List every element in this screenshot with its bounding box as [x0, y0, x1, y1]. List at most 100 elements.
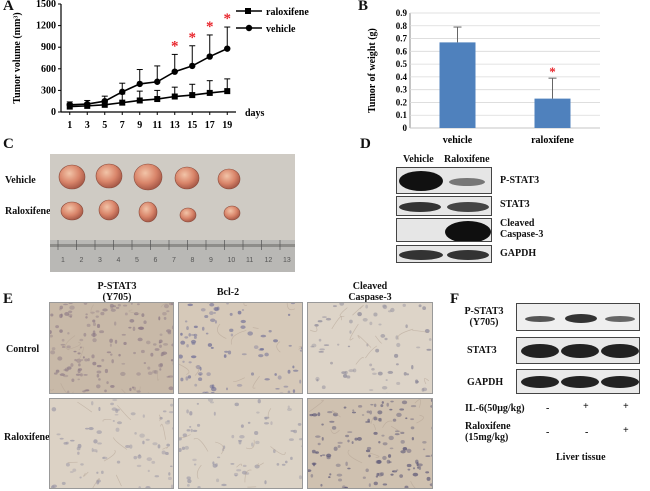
ihc-control-pstat3 — [49, 302, 174, 394]
point-vehicle — [224, 45, 231, 52]
cell-nucleus — [385, 379, 388, 381]
cell-nucleus — [254, 430, 259, 435]
cell-nucleus — [188, 361, 192, 364]
cell-nucleus — [117, 303, 121, 307]
cell-nucleus — [347, 431, 353, 434]
cell-nucleus — [317, 442, 321, 446]
cell-nucleus — [187, 375, 192, 379]
cell-nucleus — [319, 348, 325, 351]
tissue-fiber — [157, 370, 160, 381]
cell-nucleus — [79, 476, 82, 479]
blot-label-cleaved-caspase: Cleaved Caspase-3 — [500, 218, 544, 240]
cell-nucleus — [396, 469, 399, 471]
cell-nucleus — [50, 330, 52, 335]
cell-nucleus — [373, 312, 378, 317]
cell-nucleus — [344, 486, 348, 488]
cell-nucleus — [65, 441, 69, 445]
tissue-fiber — [77, 401, 93, 413]
y-tick-label: 0.5 — [396, 59, 408, 69]
cell-nucleus — [213, 307, 218, 311]
cell-nucleus — [180, 340, 186, 345]
cell-nucleus — [417, 463, 423, 467]
cell-nucleus — [129, 488, 132, 489]
cell-nucleus — [179, 447, 182, 452]
cell-nucleus — [297, 423, 302, 426]
cell-nucleus — [369, 363, 373, 367]
cell-nucleus — [186, 409, 189, 414]
cell-nucleus — [370, 403, 374, 406]
x-tick-label: 9 — [137, 120, 142, 131]
cell-nucleus — [321, 423, 324, 426]
cell-nucleus — [402, 447, 408, 451]
cell-nucleus — [78, 363, 81, 367]
x-tick-label: 3 — [85, 120, 90, 131]
cell-nucleus — [229, 312, 233, 316]
cell-nucleus — [410, 426, 415, 430]
cell-nucleus — [257, 399, 261, 404]
cell-nucleus — [187, 479, 192, 484]
cell-nucleus — [210, 346, 214, 349]
cell-nucleus — [68, 310, 73, 313]
tissue-fiber — [160, 423, 166, 440]
cell-nucleus — [242, 464, 247, 468]
cell-nucleus — [270, 421, 273, 426]
cell-nucleus — [259, 348, 265, 351]
cell-nucleus — [91, 401, 94, 406]
tissue-fiber — [397, 328, 414, 340]
cell-nucleus — [381, 401, 384, 404]
cell-nucleus — [320, 454, 323, 457]
cell-nucleus — [132, 326, 136, 332]
cell-nucleus — [168, 472, 171, 476]
cell-nucleus — [315, 435, 321, 438]
cell-nucleus — [328, 476, 331, 479]
cell-nucleus — [400, 439, 405, 444]
x-tick-label: 19 — [222, 120, 232, 131]
row-label-raloxifene: Raloxifene — [5, 206, 51, 217]
cell-nucleus — [170, 484, 173, 488]
cell-nucleus — [68, 303, 73, 305]
panel-d-letter: D — [360, 136, 371, 152]
cell-nucleus — [154, 370, 159, 375]
il6-lane3: + — [623, 401, 629, 412]
cell-nucleus — [369, 321, 373, 326]
cell-nucleus — [166, 329, 172, 333]
cell-nucleus — [114, 413, 119, 416]
cell-nucleus — [143, 361, 147, 365]
cell-nucleus — [244, 472, 250, 475]
cell-nucleus — [162, 312, 167, 316]
cell-nucleus — [290, 303, 295, 305]
cell-nucleus — [378, 441, 381, 444]
cell-nucleus — [198, 372, 203, 376]
cell-nucleus — [392, 470, 398, 473]
cell-nucleus — [290, 456, 293, 460]
cell-nucleus — [193, 333, 198, 337]
tissue-fiber — [121, 388, 126, 393]
cell-nucleus — [61, 481, 66, 485]
cell-nucleus — [336, 473, 343, 477]
cell-nucleus — [310, 345, 315, 348]
cell-nucleus — [186, 344, 189, 348]
cell-nucleus — [84, 358, 89, 362]
cell-nucleus — [381, 385, 388, 390]
cell-nucleus — [111, 359, 114, 364]
cell-nucleus — [77, 443, 82, 449]
cell-nucleus — [317, 412, 321, 417]
cell-nucleus — [392, 418, 397, 422]
cell-nucleus — [381, 434, 385, 437]
cell-nucleus — [416, 346, 421, 349]
ihc-control-caspase — [307, 302, 433, 394]
cell-nucleus — [362, 476, 366, 479]
cell-nucleus — [331, 426, 337, 430]
cell-nucleus — [321, 437, 324, 441]
cell-nucleus — [118, 353, 121, 357]
cell-nucleus — [83, 332, 87, 337]
cell-nucleus — [106, 351, 112, 354]
cell-nucleus — [70, 439, 75, 442]
cell-nucleus — [102, 308, 108, 312]
cell-nucleus — [212, 463, 218, 468]
cell-nucleus — [290, 429, 295, 433]
panel-c-letter: C — [3, 136, 14, 152]
cell-nucleus — [141, 313, 145, 318]
tumor — [95, 163, 123, 189]
cell-nucleus — [388, 435, 394, 441]
